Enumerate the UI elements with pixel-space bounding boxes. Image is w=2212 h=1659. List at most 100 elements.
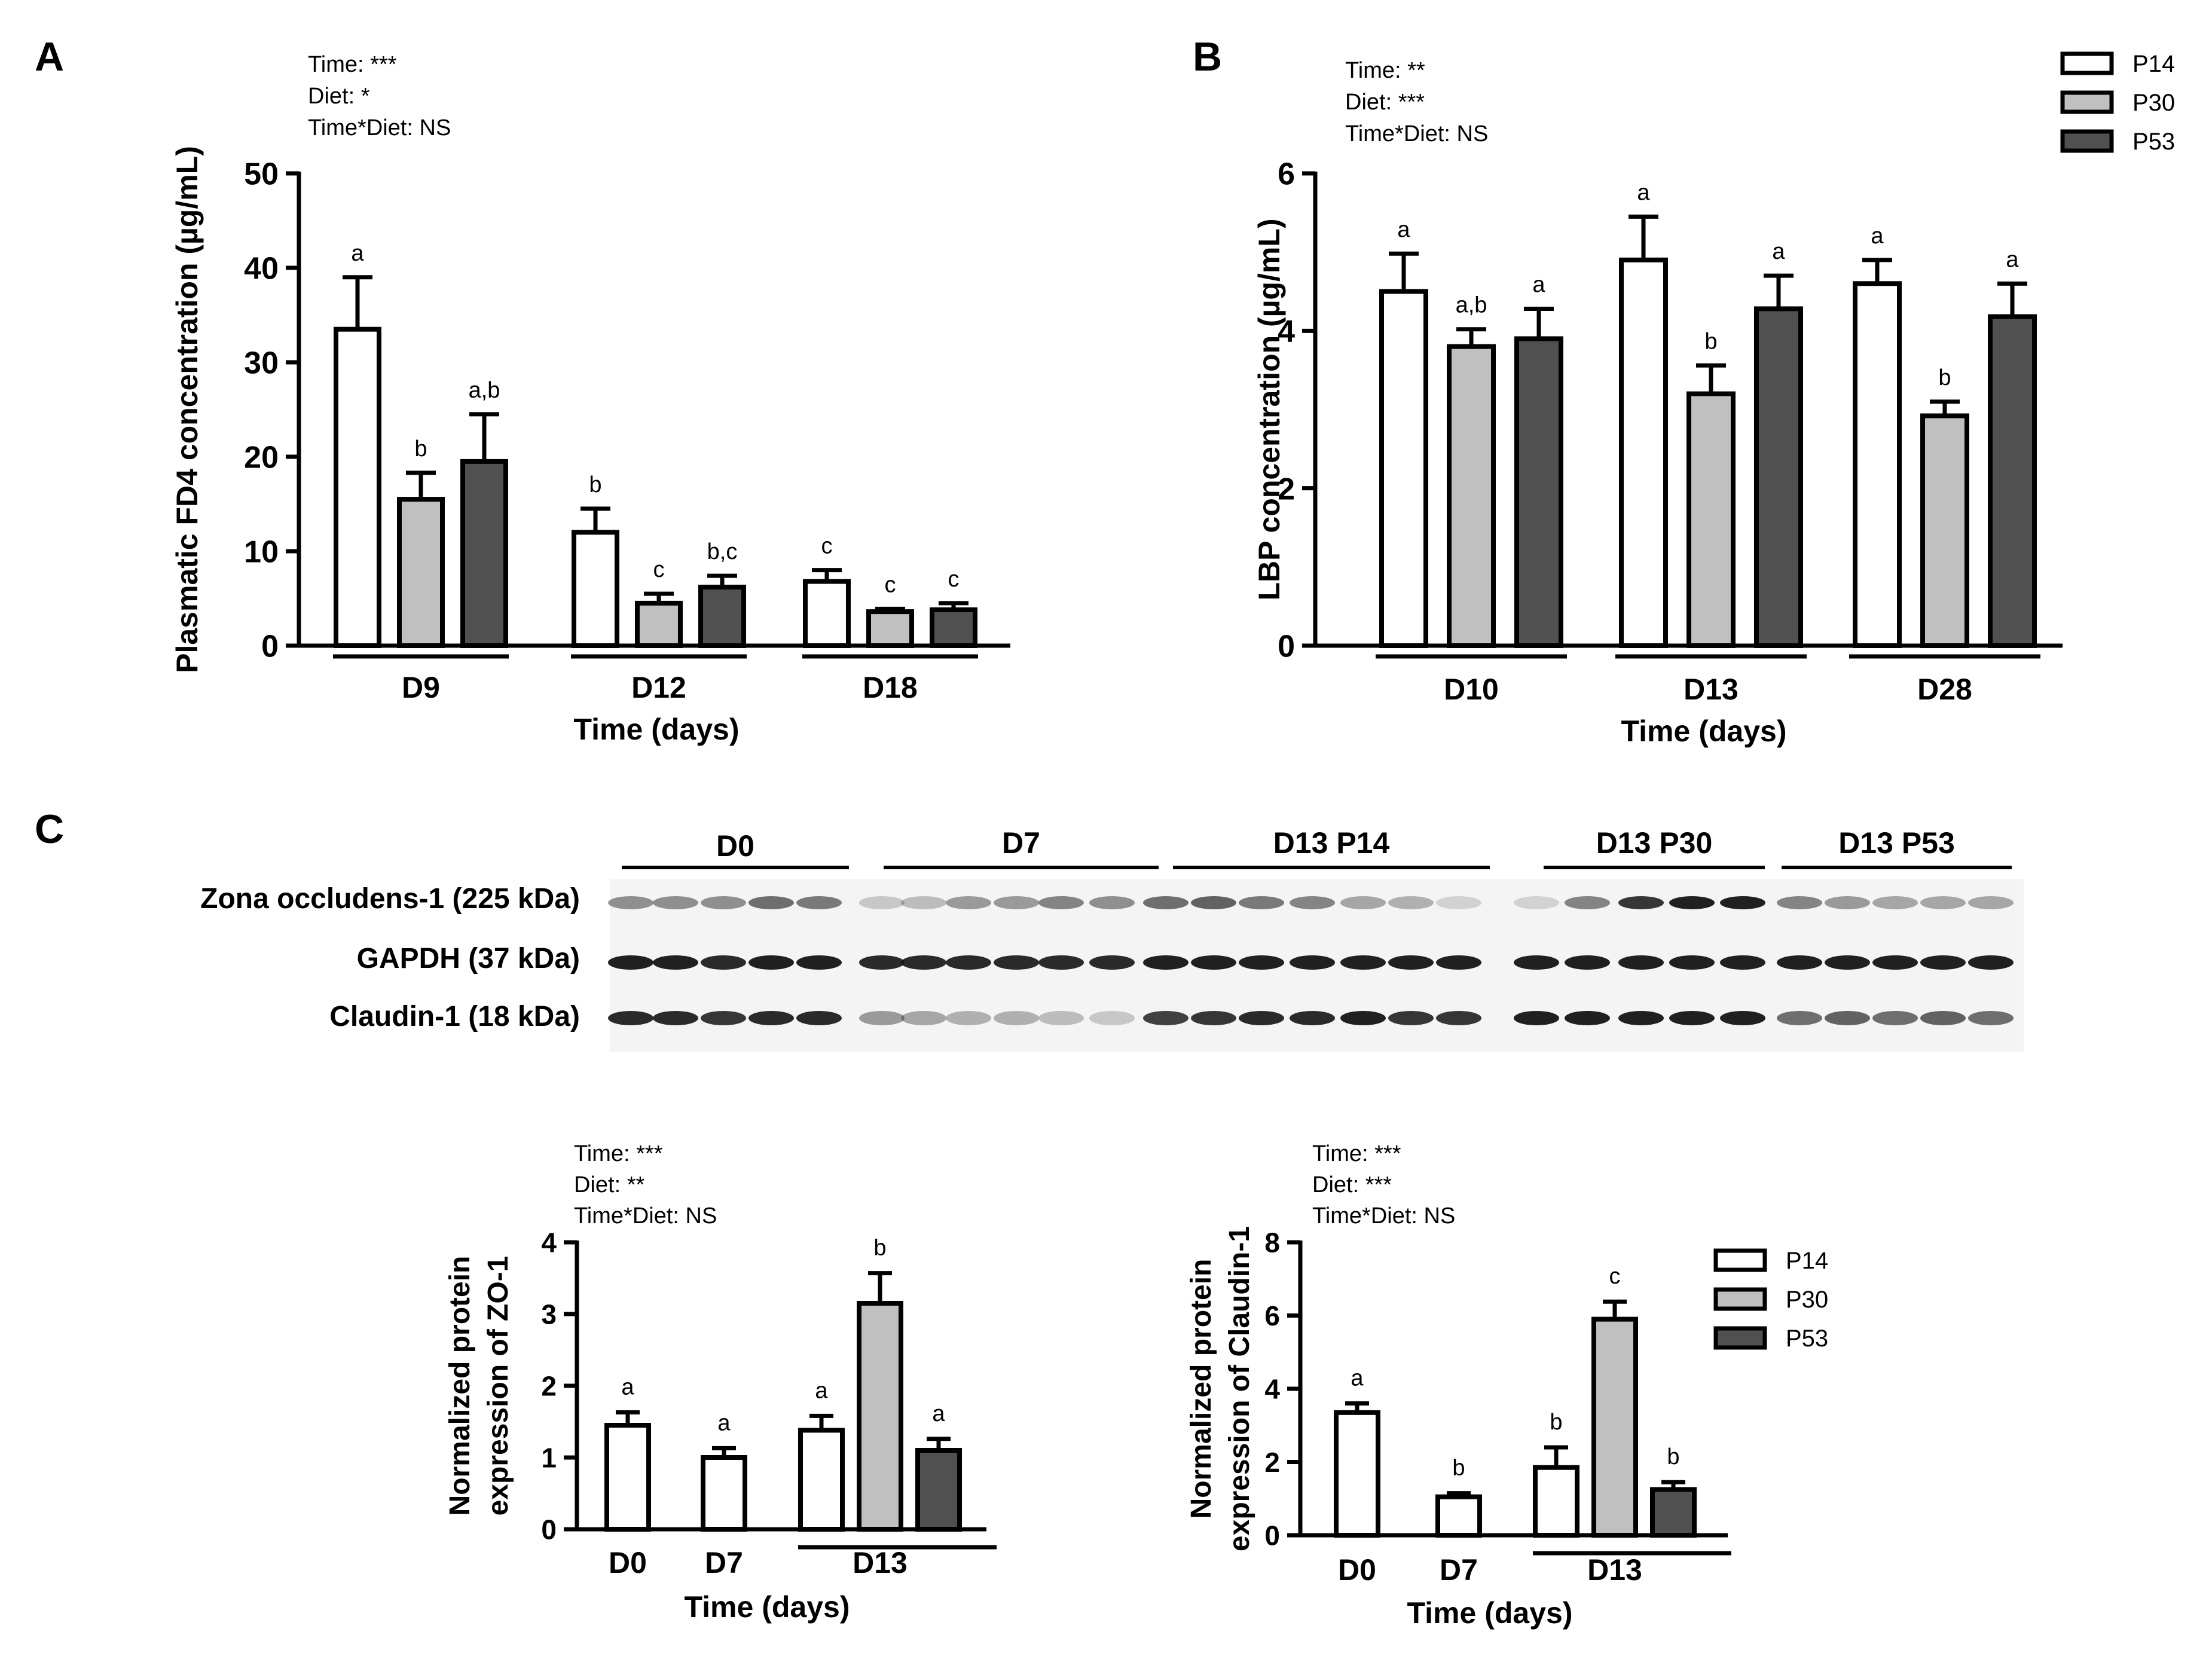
y-axis-label: expression of ZO-1 <box>482 1256 514 1516</box>
significance-letter: b,c <box>707 539 738 564</box>
y-tick-label: 10 <box>244 535 279 570</box>
significance-letter: a <box>1532 272 1545 297</box>
blot-group-d0-line <box>622 866 849 869</box>
stats-line: Time*Diet: NS <box>1312 1203 1455 1229</box>
bar-p30 <box>1920 413 1969 648</box>
significance-letter: a <box>351 241 364 266</box>
stats-line: Diet: * <box>308 84 370 109</box>
group-label-d13: D13 <box>853 1546 908 1579</box>
blot-band <box>1565 1011 1610 1025</box>
blot-band <box>1669 955 1715 970</box>
panel-label-b: B <box>1193 34 1222 80</box>
blot-band <box>1038 955 1084 970</box>
bar-p14 <box>334 326 381 648</box>
legend-swatch-p53 <box>2060 129 2114 153</box>
significance-letter: a,b <box>1456 293 1487 318</box>
legend-label-p53: P53 <box>2132 129 2175 155</box>
y-tick-label: 4 <box>1264 1374 1280 1405</box>
y-tick-label: 3 <box>541 1299 557 1330</box>
group-label-d13: D13 <box>1587 1553 1642 1587</box>
bar-p14 <box>803 579 851 648</box>
legend-label-p53: P53 <box>1786 1325 1828 1352</box>
blot-row-label-zo1: Zona occludens-1 (225 kDa) <box>200 883 580 915</box>
blot-band <box>701 955 746 970</box>
stats-line: Time*Diet: NS <box>308 115 451 140</box>
significance-letter: a <box>932 1401 945 1426</box>
blot-group-d13-p53: D13 P53 <box>1838 826 1955 860</box>
stats-line: Time*Diet: NS <box>574 1203 717 1229</box>
bar-p14 <box>572 530 619 649</box>
bar-p53 <box>915 1448 962 1532</box>
significance-letter: b <box>1704 329 1717 354</box>
legend-label-p30: P30 <box>2132 90 2175 116</box>
legend-swatch-p53 <box>1713 1326 1767 1350</box>
bar-p30 <box>635 600 683 649</box>
stats-line: Time: *** <box>574 1141 663 1166</box>
blot-band <box>1436 955 1481 970</box>
bar-p30 <box>397 497 445 648</box>
bar-p53 <box>930 607 977 649</box>
y-tick-label: 2 <box>1278 472 1295 506</box>
y-tick-label: 2 <box>1264 1447 1280 1478</box>
group-label-d0: D0 <box>609 1546 647 1579</box>
blot-band <box>1618 896 1664 909</box>
blot-band <box>1388 896 1434 909</box>
blot-band <box>1968 896 2014 909</box>
blot-band <box>653 896 698 909</box>
y-tick-label: 4 <box>541 1227 557 1258</box>
x-axis-label: Time (days) <box>685 1590 850 1624</box>
group-label-d10: D10 <box>1444 673 1499 706</box>
legend-label-p14: P14 <box>2132 51 2175 77</box>
stats-line: Diet: ** <box>574 1172 644 1197</box>
blot-band <box>1777 896 1822 909</box>
blot-band <box>1340 896 1386 909</box>
blot-group-d0: D0 <box>716 829 754 863</box>
significance-letter: c <box>653 557 665 582</box>
blot-band <box>1872 955 1918 970</box>
significance-letter: b <box>1452 1456 1465 1481</box>
blot-band <box>748 896 794 909</box>
bar-p53 <box>460 459 508 649</box>
blot-band <box>748 1011 794 1025</box>
chart-c-zo1: Time: *** Diet: ** Time*Diet: NS 0 1 2 3 4 Norma… <box>444 1141 997 1624</box>
significance-letter: b <box>1667 1444 1679 1469</box>
bar-p30 <box>1687 391 1736 649</box>
blot-band <box>1968 955 2014 970</box>
blot-band <box>859 896 905 909</box>
chart-a-fd4: Time: *** Diet: * Time*Diet: NS 0 10 20 30 40 50… <box>170 52 1010 746</box>
blot-band <box>1720 1011 1765 1025</box>
stats-line: Time: ** <box>1345 58 1425 83</box>
significance-letter: c <box>1609 1264 1621 1289</box>
bar-p14 <box>1533 1465 1579 1538</box>
blot-band <box>1777 955 1822 970</box>
y-axis-label: expression of Claudin-1 <box>1224 1226 1255 1551</box>
blot-band <box>1920 1011 1966 1025</box>
bar-p14 <box>1435 1494 1482 1538</box>
blot-row-label-gapdh: GAPDH (37 kDa) <box>356 943 580 974</box>
blot-band <box>946 955 991 970</box>
y-tick-label: 0 <box>541 1514 557 1545</box>
blot-band <box>1514 1011 1559 1025</box>
legend-label-p14: P14 <box>1786 1248 1828 1274</box>
bar-p14 <box>798 1428 845 1532</box>
blot-band <box>1618 955 1664 970</box>
group-label-d13: D13 <box>1684 673 1739 706</box>
blot-band <box>796 1011 842 1025</box>
y-axis-label: Normalized protein <box>1186 1259 1217 1519</box>
blot-band <box>1089 955 1135 970</box>
significance-letter: a <box>717 1410 731 1435</box>
x-axis-label: Time (days) <box>574 713 740 746</box>
y-axis-label: Plasmatic FD4 concentration (µg/mL) <box>170 146 204 673</box>
blot-band <box>1388 1011 1434 1025</box>
blot-band <box>1143 955 1189 970</box>
blot-band <box>1920 955 1966 970</box>
blot-band <box>1143 1011 1189 1025</box>
blot-group-d7: D7 <box>1002 826 1040 860</box>
blot-band <box>901 1011 946 1025</box>
bar-p53 <box>1650 1487 1697 1538</box>
blot-band <box>1191 1011 1236 1025</box>
bar-p53 <box>1754 306 1803 648</box>
group-label-d18: D18 <box>863 671 918 704</box>
y-tick-label: 6 <box>1264 1300 1280 1331</box>
blot-band <box>901 955 946 970</box>
